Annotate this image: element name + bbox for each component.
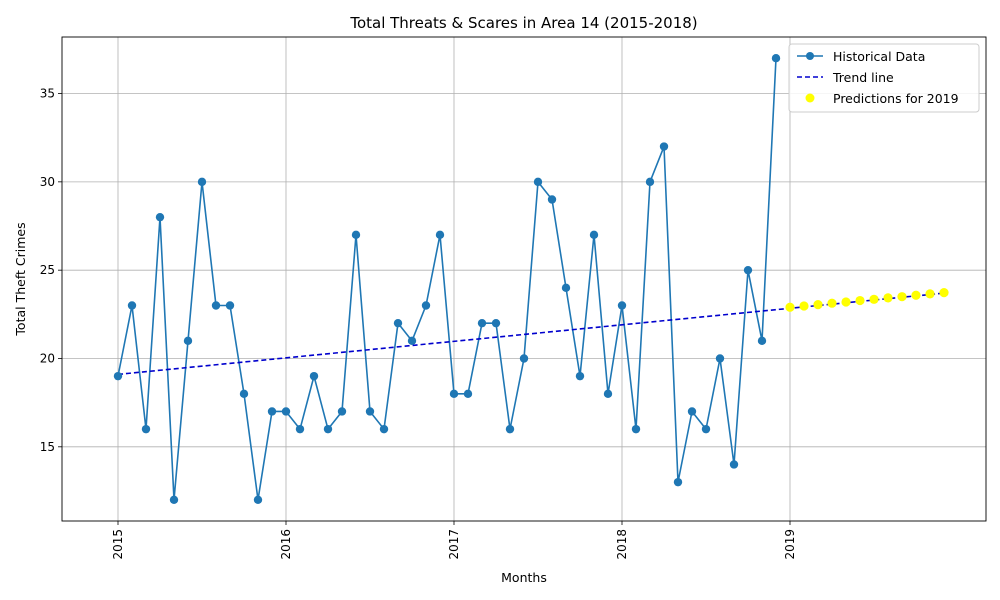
prediction-point [911, 290, 921, 300]
prediction-point [785, 302, 795, 312]
historical-data-point [435, 230, 445, 240]
prediction-point [827, 298, 837, 308]
series-layer [113, 53, 949, 505]
historical-data-point [463, 389, 473, 399]
historical-data-point [197, 177, 207, 187]
historical-data-point [169, 495, 179, 505]
chart-title: Total Threats & Scares in Area 14 (2015-… [349, 14, 697, 32]
historical-data-point [253, 495, 263, 505]
legend-historical-marker [806, 52, 814, 60]
historical-data-point [701, 424, 711, 434]
historical-data-point [561, 283, 571, 293]
historical-data-point [659, 142, 669, 151]
y-tick-label: 25 [40, 263, 55, 277]
historical-data-point [771, 53, 781, 63]
prediction-point [883, 293, 893, 303]
historical-data-point [743, 265, 753, 275]
y-tick-label: 15 [40, 440, 55, 454]
prediction-point [841, 297, 851, 307]
x-axis-title: Months [501, 570, 547, 585]
historical-data-point [407, 336, 417, 346]
historical-data-point [155, 212, 165, 222]
historical-data-point [505, 424, 515, 434]
historical-data-point [533, 177, 543, 187]
prediction-point [813, 300, 823, 310]
legend-trend-label: Trend line [832, 70, 894, 85]
plot-frame [61, 36, 987, 522]
y-tick-label: 30 [40, 175, 55, 189]
prediction-point [799, 301, 809, 311]
legend-predictions-label: Predictions for 2019 [833, 91, 959, 106]
historical-data-point [449, 389, 459, 399]
x-tick-label: 2018 [615, 529, 629, 560]
historical-data-point [141, 424, 151, 434]
prediction-point [925, 289, 935, 299]
historical-data-point [729, 460, 739, 469]
historical-data-point [281, 407, 291, 416]
legend: Historical Data Trend line Predictions f… [788, 43, 980, 113]
historical-data-point [575, 371, 585, 381]
historical-data-point [603, 389, 613, 399]
historical-data-point [225, 301, 235, 310]
legend-predictions-marker [805, 93, 815, 103]
historical-data-point [295, 424, 305, 434]
x-tick-label: 2015 [111, 529, 125, 560]
historical-data-point [379, 424, 389, 434]
prediction-point [855, 295, 865, 306]
prediction-point [897, 292, 907, 302]
prediction-point [869, 294, 879, 304]
historical-data-point [645, 177, 655, 187]
historical-data-point [211, 301, 221, 310]
historical-data-point [113, 371, 123, 381]
ticks: 2015 2016 2017 2018 2019 15 20 25 30 35 [40, 87, 797, 560]
historical-data-point [631, 424, 641, 434]
historical-data-point [673, 477, 683, 487]
historical-data-point [757, 336, 767, 346]
historical-data-point [351, 230, 361, 240]
x-tick-label: 2017 [447, 529, 461, 560]
prediction-point [939, 288, 949, 298]
historical-data-point [687, 407, 697, 416]
y-tick-label: 20 [40, 351, 55, 365]
historical-data-point [393, 318, 403, 328]
historical-data-point [337, 407, 347, 416]
x-tick-label: 2019 [783, 529, 797, 560]
historical-data-point [477, 318, 487, 328]
historical-data-point [547, 195, 557, 204]
legend-box [788, 43, 980, 113]
historical-data-point [491, 318, 501, 328]
historical-series-line [117, 58, 777, 501]
historical-data-point [421, 301, 431, 310]
historical-data-point [365, 407, 375, 416]
historical-data-point [589, 230, 599, 240]
x-tick-label: 2016 [279, 529, 293, 560]
historical-data-point [239, 389, 249, 399]
historical-data-point [617, 301, 627, 310]
historical-data-point [323, 424, 333, 434]
y-tick-label: 35 [40, 87, 55, 101]
historical-data-point [127, 301, 137, 310]
historical-data-point [519, 354, 529, 363]
historical-data-point [309, 371, 319, 381]
y-axis-title: Total Theft Crimes [13, 222, 28, 336]
historical-data-point [267, 407, 277, 416]
legend-historical-label: Historical Data [833, 49, 925, 64]
historical-data-point [183, 336, 193, 346]
historical-data-point [715, 354, 725, 363]
